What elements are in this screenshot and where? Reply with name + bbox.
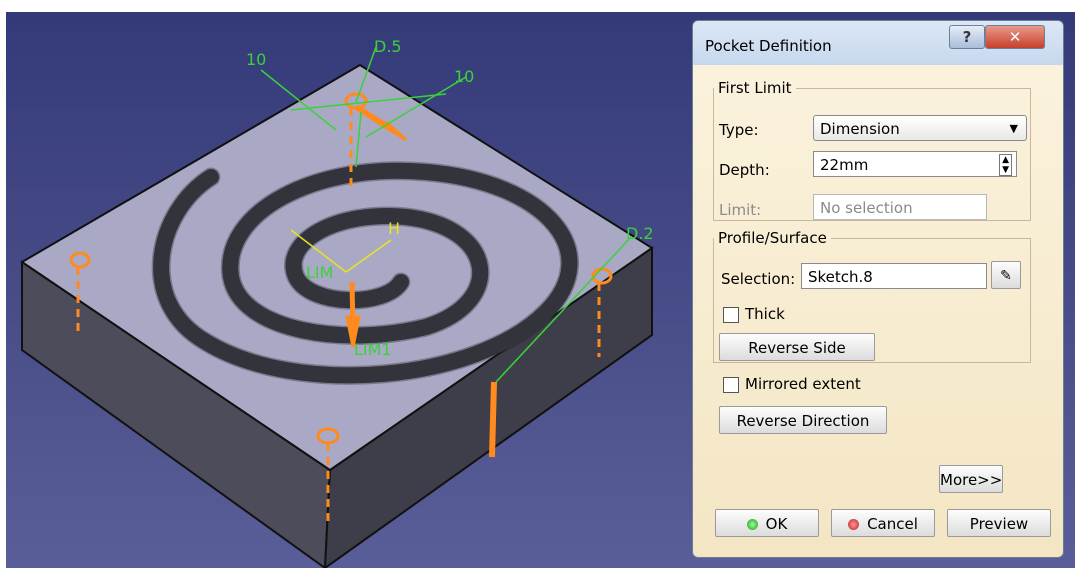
spiral-groove xyxy=(151,161,579,385)
dimension-label: D.5 xyxy=(374,37,402,56)
reverse-direction-button[interactable]: Reverse Direction xyxy=(719,406,887,434)
dimension-label: 10 xyxy=(454,67,474,86)
limit-label: Limit: xyxy=(719,201,762,219)
dialog-title: Pocket Definition xyxy=(705,37,832,55)
ok-label: OK xyxy=(765,515,788,533)
profile-group: Profile/Surface xyxy=(713,229,1031,363)
first-limit-group: First Limit xyxy=(713,79,1031,221)
type-label: Type: xyxy=(719,121,759,139)
cancel-button[interactable]: Cancel xyxy=(831,509,935,537)
thick-checkbox[interactable] xyxy=(723,307,739,323)
top-face xyxy=(20,63,654,472)
group-label: Profile/Surface xyxy=(718,229,827,247)
sketch-button[interactable]: ✎ xyxy=(991,261,1021,289)
limit-label: LIM xyxy=(306,263,333,282)
dimension-lines xyxy=(260,46,632,383)
mirrored-label: Mirrored extent xyxy=(745,375,861,393)
thick-label: Thick xyxy=(745,305,785,323)
type-dropdown[interactable]: Dimension ▼ xyxy=(813,115,1027,141)
title-bar: Pocket Definition ? ✕ xyxy=(693,21,1063,65)
group-label: First Limit xyxy=(718,79,792,97)
cancel-label: Cancel xyxy=(867,515,918,533)
dimension-label: D.2 xyxy=(626,224,654,243)
reverse-side-button[interactable]: Reverse Side xyxy=(719,333,875,361)
preview-button[interactable]: Preview xyxy=(947,509,1051,537)
help-button[interactable]: ? xyxy=(949,25,985,49)
depth-value: 22mm xyxy=(820,156,869,174)
mirrored-checkbox[interactable] xyxy=(723,377,739,393)
depth-input[interactable]: 22mm ▲ ▼ xyxy=(813,151,1017,177)
ok-button[interactable]: OK xyxy=(715,509,819,537)
pocket-dialog: Pocket Definition ? ✕ First Limit Type: … xyxy=(692,20,1064,558)
limit-input: No selection xyxy=(813,194,987,220)
more-button[interactable]: More>> xyxy=(939,465,1003,493)
depth-label: Depth: xyxy=(719,161,770,179)
hole-markers xyxy=(69,92,613,522)
type-value: Dimension xyxy=(820,120,900,138)
selection-label: Selection: xyxy=(721,270,796,288)
selection-input[interactable]: Sketch.8 xyxy=(801,263,987,289)
axis-lines xyxy=(290,229,392,273)
limit-label: LIM1 xyxy=(354,340,392,359)
close-button[interactable]: ✕ xyxy=(985,25,1045,49)
axis-label: H xyxy=(388,219,400,238)
dimension-label: 10 xyxy=(246,50,266,69)
